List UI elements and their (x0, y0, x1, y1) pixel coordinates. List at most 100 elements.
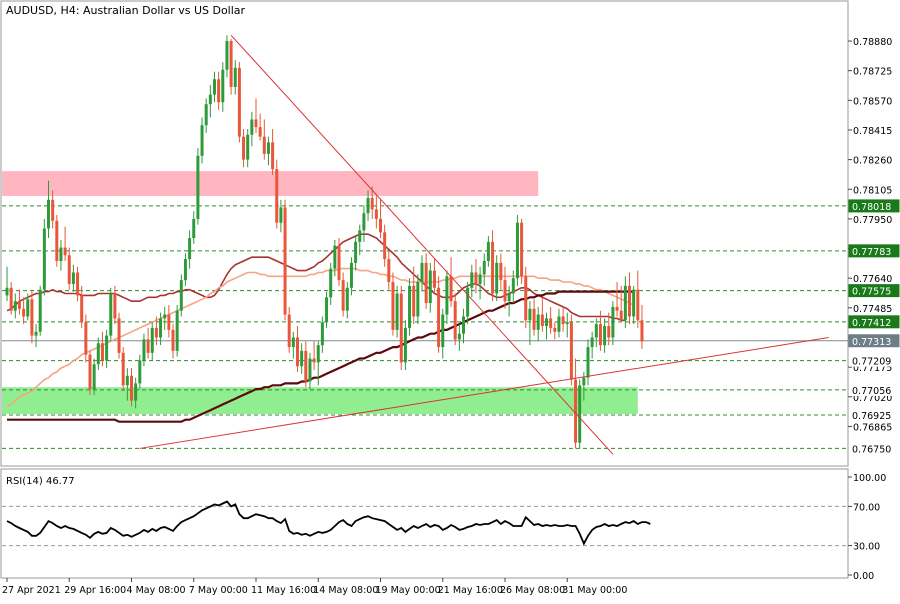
candle-body (146, 339, 150, 353)
candle (565, 312, 569, 338)
candle-body (250, 119, 254, 135)
candle (632, 285, 636, 325)
candle-body (545, 318, 548, 327)
price-tick-label: 0.78260 (853, 156, 892, 167)
candle-body (561, 316, 565, 325)
candle-body (34, 331, 38, 336)
candle (545, 312, 548, 340)
candle-body (408, 285, 412, 328)
candle-body (171, 329, 175, 351)
candle-body (574, 379, 578, 443)
level-label-box (848, 334, 900, 348)
candle (528, 301, 532, 346)
candle (262, 119, 266, 160)
candle-body (598, 324, 602, 346)
candle (333, 239, 337, 277)
candle-body (117, 318, 121, 353)
candle (34, 324, 38, 348)
price-tick-label: 0.77020 (853, 393, 892, 404)
candle-body (503, 280, 507, 302)
candle (221, 62, 225, 112)
candle (507, 285, 511, 317)
candle-body (71, 272, 75, 284)
level-label: 0.77209 (852, 357, 891, 368)
candle-body (549, 318, 553, 328)
candle (553, 322, 557, 340)
candle (59, 239, 63, 271)
candle-body (150, 327, 154, 353)
rsi-tick-label: 30.00 (853, 542, 880, 553)
candle-body (445, 276, 449, 315)
candle-body (121, 352, 125, 386)
ma-medium-line (6, 267, 635, 408)
candle (96, 337, 100, 371)
candle (150, 322, 154, 361)
candle (395, 285, 399, 338)
candle-body (100, 343, 104, 361)
candle (312, 341, 316, 371)
candle (366, 190, 370, 221)
candle-body (134, 383, 138, 401)
time-tick-label: 4 May 08:00 (127, 585, 186, 596)
candle-body (308, 358, 312, 382)
candle-body (636, 289, 640, 321)
candle (51, 190, 55, 229)
candle-body (320, 322, 324, 346)
candle (134, 377, 138, 409)
candle-body (271, 142, 275, 170)
candle (590, 331, 594, 359)
candle-body (358, 230, 362, 242)
candle-body (96, 343, 100, 365)
time-tick-label: 21 May 16:00 (438, 585, 503, 596)
candle-body (217, 79, 221, 103)
candle-body (55, 220, 59, 261)
main-pane-frame (0, 0, 849, 467)
candle (13, 293, 17, 319)
candle-body (279, 207, 283, 223)
candle-body (540, 314, 544, 327)
candle-body (26, 299, 30, 317)
candle-body (345, 287, 349, 311)
candle-body (333, 245, 337, 269)
candle-body (615, 306, 619, 311)
candle-body (370, 197, 374, 210)
candle (561, 306, 565, 332)
price-tick-label: 0.78725 (853, 67, 892, 78)
candle (403, 320, 407, 371)
candle (296, 326, 299, 372)
candle (495, 255, 499, 302)
candle (279, 199, 283, 233)
candle (316, 341, 320, 386)
candle-body (474, 272, 478, 284)
level-label-box (849, 408, 899, 421)
candle-body (383, 232, 387, 260)
candle (424, 253, 428, 309)
candle (9, 282, 13, 315)
candle (387, 251, 391, 290)
ascending-trendline[interactable] (139, 337, 829, 449)
candle-body (603, 326, 607, 346)
candle (233, 60, 237, 95)
candle (503, 266, 507, 309)
candle (549, 306, 553, 334)
time-tick-label: 19 May 00:00 (376, 585, 441, 596)
candle-body (623, 285, 627, 321)
price-tick-label: 0.78415 (853, 126, 892, 137)
candle (374, 195, 378, 229)
candle-body (511, 278, 515, 294)
candle-body (325, 297, 329, 323)
descending-trendline[interactable] (230, 34, 614, 455)
candle (607, 312, 611, 346)
candle-body (349, 262, 353, 288)
candle (159, 312, 163, 346)
candle (204, 98, 208, 133)
candle (109, 287, 113, 342)
candle-body (582, 377, 586, 386)
candle (246, 129, 250, 168)
candle-body (491, 241, 495, 294)
candle-body (329, 268, 333, 298)
candle-body (466, 287, 470, 317)
candle-body (499, 262, 503, 281)
